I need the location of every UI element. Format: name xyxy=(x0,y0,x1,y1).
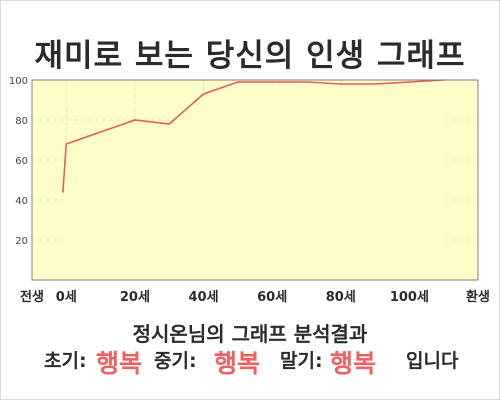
data-point xyxy=(62,191,64,193)
x-tick-label: 100세 xyxy=(390,290,429,305)
x-tick-label: 40세 xyxy=(189,290,219,305)
x-tick-label: 80세 xyxy=(326,290,356,305)
data-point xyxy=(408,81,411,83)
x-tick-label: 60세 xyxy=(257,290,287,305)
data-point xyxy=(202,93,205,95)
x-tick-label: 0세 xyxy=(56,290,77,305)
data-point xyxy=(134,119,136,121)
data-point xyxy=(442,79,445,81)
mid-label: 중기: xyxy=(154,350,197,372)
x-tick-label: 20세 xyxy=(120,290,150,305)
y-tick-label: 60 xyxy=(15,156,28,167)
early-label: 초기: xyxy=(44,350,87,372)
analysis-title: 정시온님의 그래프 분석결과 xyxy=(132,322,368,346)
data-point xyxy=(168,123,171,125)
early-value: 행복 xyxy=(96,349,143,378)
page-title: 재미로 보는 당신의 인생 그래프 xyxy=(34,38,466,74)
life-graph-area xyxy=(62,80,444,280)
x-tick-label: 전생 xyxy=(20,289,44,305)
y-tick-label: 100 xyxy=(9,76,28,87)
life-graph-chart: 20 40 60 80 100 전생 0세 20세 40세 60세 80세 100세 환생 xyxy=(9,76,490,305)
data-point xyxy=(65,143,68,145)
data-point xyxy=(271,81,273,83)
y-tick-label: 40 xyxy=(15,196,28,207)
mid-value: 행복 xyxy=(214,349,261,378)
data-point xyxy=(339,83,342,85)
ending-text: 입니다 xyxy=(406,350,459,372)
data-point xyxy=(374,83,376,85)
plot-frame xyxy=(31,79,479,281)
data-point xyxy=(237,81,239,83)
x-tick-label: 환생 xyxy=(466,289,490,305)
late-label: 말기: xyxy=(280,350,323,372)
late-value: 행복 xyxy=(330,349,377,378)
y-tick-label: 20 xyxy=(15,236,28,247)
data-point xyxy=(305,81,308,83)
life-graph-line xyxy=(62,79,444,193)
y-tick-label: 80 xyxy=(15,116,28,127)
